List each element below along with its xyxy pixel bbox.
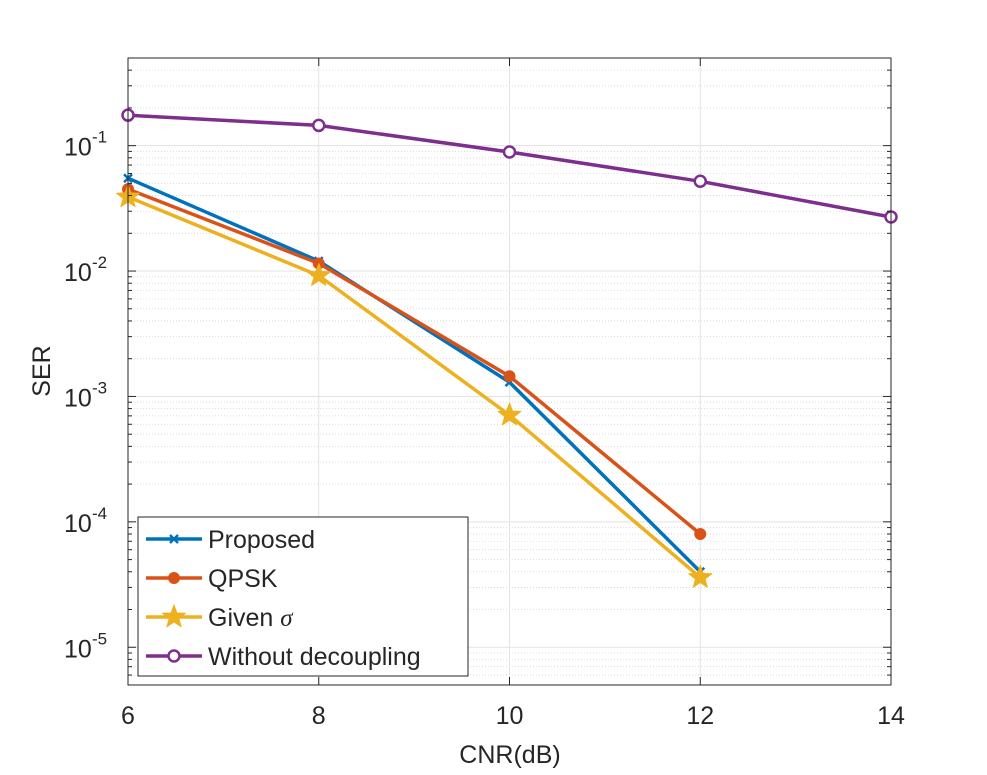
data-point — [688, 565, 713, 588]
legend-item: Without decoupling — [146, 643, 421, 671]
y-tick-exponent: -2 — [92, 253, 107, 272]
y-tick-label: 10 -1 — [64, 128, 107, 162]
legend-item: Proposed — [146, 526, 315, 554]
legend-label: QPSK — [208, 565, 278, 593]
y-tick-base: 10 — [64, 510, 92, 538]
y-tick-labels: 10-510-410-310-210-1 — [64, 128, 107, 664]
y-tick-base: 10 — [64, 134, 92, 162]
legend: Proposed QPSK Given σ Without decoupling — [137, 516, 469, 677]
data-point — [312, 118, 326, 133]
data-point — [693, 174, 707, 189]
series-layer — [116, 108, 898, 588]
legend-marker — [162, 604, 186, 628]
y-tick-label: 10 -2 — [64, 253, 107, 287]
legend-symbol: σ — [280, 605, 294, 632]
y-tick-label: 10 -3 — [64, 378, 107, 412]
legend-marker — [167, 649, 181, 663]
data-point — [497, 402, 522, 426]
legend-label: Proposed — [208, 526, 315, 554]
x-tick-label: 8 — [312, 702, 326, 730]
y-tick-exponent: -3 — [92, 378, 107, 397]
legend-item: QPSK — [146, 565, 278, 593]
series-line — [127, 195, 702, 579]
legend-label: Without decoupling — [208, 643, 421, 671]
y-axis-label: SER — [28, 345, 56, 396]
data-point — [502, 145, 517, 159]
legend-item: Given σ — [146, 604, 294, 632]
y-tick-base: 10 — [64, 635, 92, 663]
x-tick-label: 10 — [496, 702, 524, 730]
x-tick-label: 6 — [121, 702, 135, 730]
x-tick-label: 12 — [686, 702, 714, 730]
x-tick-label: 14 — [877, 702, 905, 730]
y-tick-label: 10 -4 — [64, 504, 107, 538]
legend-marker — [168, 572, 180, 584]
legend-box — [137, 516, 469, 677]
marker-stroke — [169, 534, 179, 544]
x-tick-labels: 6 8 10 12 14 — [121, 702, 905, 730]
data-point — [503, 370, 516, 383]
y-tick-base: 10 — [64, 384, 92, 412]
x-axis-label: CNR(dB) — [459, 741, 560, 769]
data-point — [694, 528, 707, 541]
y-tick-exponent: -1 — [92, 128, 107, 147]
data-point — [306, 263, 331, 286]
y-tick-exponent: -5 — [92, 629, 107, 648]
legend-label: Given σ — [208, 604, 294, 632]
y-tick-label: 10 -5 — [64, 629, 107, 663]
y-tick-base: 10 — [64, 259, 92, 287]
series-line — [127, 187, 702, 536]
legend-marker — [169, 534, 179, 544]
axis-ticks — [127, 58, 892, 685]
y-tick-exponent: -4 — [92, 504, 107, 523]
